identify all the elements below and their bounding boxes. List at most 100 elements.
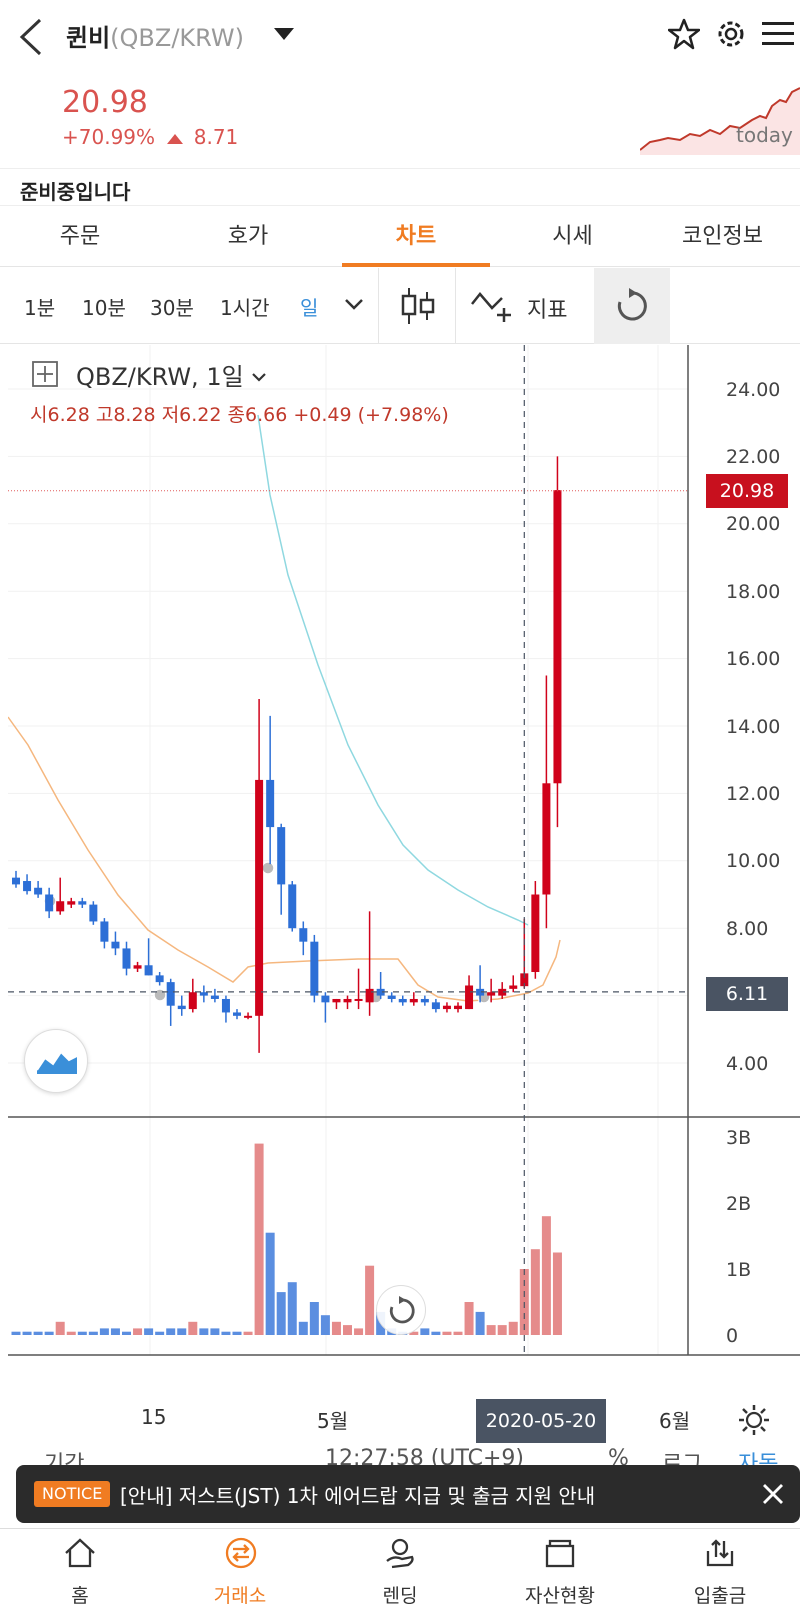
- volume-bar: [122, 1331, 131, 1335]
- volume-bar: [265, 1232, 275, 1335]
- notice-banner[interactable]: NOTICE [안내] 저스트(JST) 1차 에어드랍 지급 및 출금 지원 …: [16, 1465, 800, 1523]
- nav-lending[interactable]: 렌딩: [320, 1529, 480, 1613]
- current-price-tag: 20.98: [706, 474, 788, 508]
- volume-tick-label: 0: [726, 1325, 739, 1347]
- favorite-star-icon[interactable]: [668, 18, 700, 50]
- sparkline-chart[interactable]: [640, 80, 800, 155]
- tab-order[interactable]: 주문: [59, 224, 101, 249]
- notice-text[interactable]: [안내] 저스트(JST) 1차 에어드랍 지급 및 출금 지원 안내: [120, 1484, 596, 1508]
- wallet-icon: [545, 1539, 575, 1568]
- x-tick-label: 6월: [659, 1409, 691, 1433]
- volume-bar: [464, 1302, 474, 1335]
- volume-tick-label: 3B: [726, 1127, 752, 1149]
- back-icon[interactable]: [16, 16, 46, 58]
- timeframe-dropdown-icon[interactable]: [344, 298, 364, 312]
- current-price: 20.98: [62, 85, 148, 120]
- candlestick-type-icon[interactable]: [400, 286, 436, 326]
- candle-body: [420, 998, 429, 1003]
- sparkline-label: today: [736, 123, 793, 147]
- volume-bar: [409, 1331, 419, 1335]
- timeframe-1h[interactable]: 1시간: [220, 296, 270, 320]
- candle-body: [133, 965, 142, 969]
- indicator-icon[interactable]: [470, 286, 514, 326]
- volume-bar: [365, 1265, 375, 1335]
- nav-home[interactable]: 홈: [0, 1529, 160, 1613]
- candle-body: [34, 887, 43, 895]
- candle-body: [199, 992, 208, 996]
- candle-body: [498, 988, 507, 996]
- volume-bar: [188, 1321, 198, 1335]
- close-icon[interactable]: [762, 1483, 784, 1505]
- chart-reset-button[interactable]: [594, 268, 670, 344]
- candle-body: [509, 985, 518, 989]
- y-tick-label: 24.00: [726, 379, 781, 401]
- candle-body: [520, 973, 529, 987]
- volume-bar: [497, 1325, 507, 1335]
- candle-body: [177, 1005, 186, 1010]
- candle-body: [144, 965, 153, 976]
- nav-exchange[interactable]: 거래소: [160, 1529, 320, 1613]
- candle-body: [89, 904, 98, 922]
- candle-body: [23, 881, 32, 892]
- nav-home-label: 홈: [71, 1585, 89, 1607]
- add-chart-icon[interactable]: [32, 361, 58, 387]
- menu-icon[interactable]: [762, 20, 794, 48]
- volume-bar: [66, 1331, 76, 1335]
- chart-style-button[interactable]: [24, 1029, 88, 1093]
- ma-mid-line: [8, 716, 561, 1002]
- chart-symbol-title[interactable]: QBZ/KRW, 1일: [76, 357, 267, 392]
- nav-exchange-label: 거래소: [213, 1585, 267, 1607]
- coin-pair: (QBZ/KRW): [110, 24, 244, 52]
- candle-body: [111, 941, 120, 949]
- timeframe-30m[interactable]: 30분: [150, 296, 194, 320]
- tab-market[interactable]: 시세: [552, 224, 593, 249]
- notice-badge: NOTICE: [34, 1481, 111, 1507]
- candle-body: [122, 948, 131, 969]
- percent-toggle[interactable]: %: [608, 1446, 629, 1471]
- coin-title[interactable]: 퀸비(QBZ/KRW): [66, 18, 244, 53]
- nav-assets[interactable]: 자산현황: [480, 1529, 640, 1613]
- candle-body: [266, 779, 275, 828]
- y-tick-label: 12.00: [726, 783, 781, 805]
- timeframe-10m[interactable]: 10분: [82, 296, 126, 320]
- refresh-icon: [389, 1296, 415, 1324]
- settings-gear-icon[interactable]: [715, 18, 747, 50]
- tab-coin-info[interactable]: 코인정보: [682, 224, 763, 249]
- close-label: 종: [227, 404, 246, 426]
- dropdown-caret-icon[interactable]: [274, 28, 294, 42]
- chart-settings-icon[interactable]: [738, 1404, 770, 1436]
- candle-body: [188, 992, 197, 1010]
- candle-body: [78, 901, 87, 905]
- volume-bar: [442, 1331, 452, 1335]
- timeframe-1d[interactable]: 일: [300, 296, 319, 320]
- chart-canvas[interactable]: [8, 345, 800, 1395]
- volume-bar: [44, 1331, 54, 1335]
- chart-refresh-button[interactable]: [376, 1285, 426, 1335]
- volume-bar: [475, 1311, 485, 1335]
- y-tick-label: 4.00: [726, 1053, 769, 1075]
- candle-body: [431, 1002, 440, 1010]
- chart-title-text: QBZ/KRW, 1일: [76, 363, 244, 391]
- candle-body: [354, 998, 363, 1001]
- y-tick-label: 22.00: [726, 446, 781, 468]
- price-chart[interactable]: QBZ/KRW, 1일 시6.28 고8.28 저6.22 종6.66 +0.4…: [8, 345, 800, 1395]
- candle-body: [343, 998, 352, 1003]
- high-value: 8.28: [113, 404, 156, 426]
- tab-chart[interactable]: 차트: [395, 224, 437, 249]
- nav-assets-label: 자산현황: [525, 1585, 595, 1607]
- timeframe-1m[interactable]: 1분: [24, 296, 56, 320]
- volume-bar: [343, 1325, 352, 1335]
- volume-bar: [530, 1249, 540, 1335]
- volume-bar: [420, 1328, 430, 1335]
- indicator-button[interactable]: 지표: [527, 298, 568, 323]
- volume-bar: [210, 1328, 220, 1335]
- x-tick-label: 5월: [317, 1409, 349, 1433]
- candle-body: [542, 783, 551, 895]
- chart-toolbar: 1분 10분 30분 1시간 일 지표: [0, 268, 800, 344]
- nav-deposit-withdraw[interactable]: 입출금: [640, 1529, 800, 1613]
- volume-bar: [88, 1331, 98, 1335]
- ma-long-line: [257, 414, 529, 926]
- tab-orderbook[interactable]: 호가: [227, 224, 269, 249]
- up-triangle-icon: [167, 133, 184, 144]
- candle-body: [321, 995, 330, 1003]
